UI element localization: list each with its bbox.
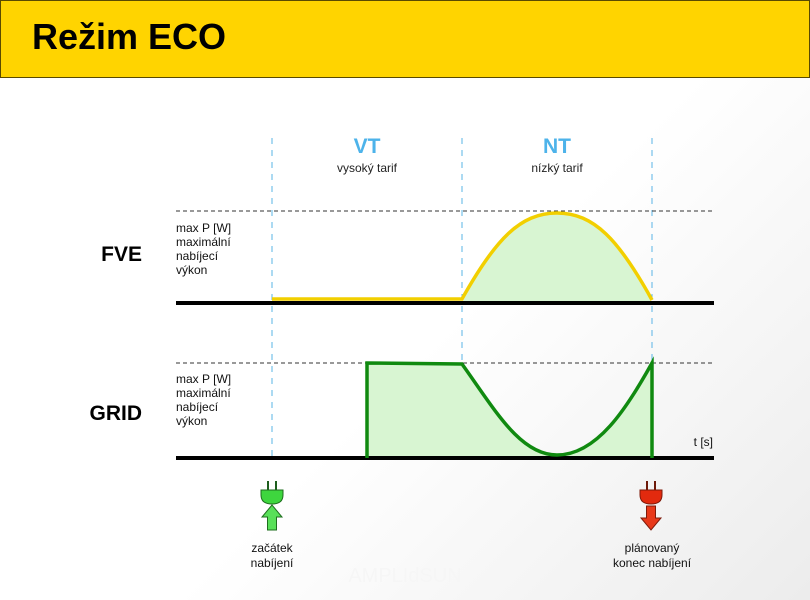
end-label-line-1: plánovaný xyxy=(625,541,680,555)
fve-note-line-4: výkon xyxy=(176,263,207,277)
row-grid-label: GRID xyxy=(90,402,143,425)
plug-red-down-arrow-icon xyxy=(639,481,663,531)
time-axis-label: t [s] xyxy=(694,435,713,449)
start-label-line-1: začátek xyxy=(251,541,293,555)
grid-note-line-2: maximální xyxy=(176,386,231,400)
header-bar: Režim ECO xyxy=(0,0,810,78)
row-fve-label: FVE xyxy=(101,243,142,266)
fve-note-line-2: maximální xyxy=(176,235,231,249)
plug-green-up-arrow-icon xyxy=(260,481,284,531)
grid-power-curve xyxy=(365,356,654,458)
fve-note-line-1: max P [W] xyxy=(176,221,231,235)
grid-power-fill xyxy=(367,363,652,458)
start-label-line-2: nabíjení xyxy=(251,556,294,570)
grid-note-line-4: výkon xyxy=(176,414,207,428)
grid-note-line-3: nabíjecí xyxy=(176,400,219,414)
fve-power-fill xyxy=(462,213,652,303)
zone-vt-code: VT xyxy=(354,135,381,158)
fve-note-line-3: nabíjecí xyxy=(176,249,219,263)
grid-note-line-1: max P [W] xyxy=(176,372,231,386)
page-title: Režim ECO xyxy=(32,16,227,57)
watermark: AMPLIdSUN xyxy=(348,565,461,587)
zone-nt-desc: nízký tarif xyxy=(531,161,583,175)
zone-vt-desc: vysoký tarif xyxy=(337,161,398,175)
end-label-line-2: konec nabíjení xyxy=(613,556,692,570)
fve-power-curve xyxy=(272,211,654,301)
zone-nt-code: NT xyxy=(543,135,571,158)
